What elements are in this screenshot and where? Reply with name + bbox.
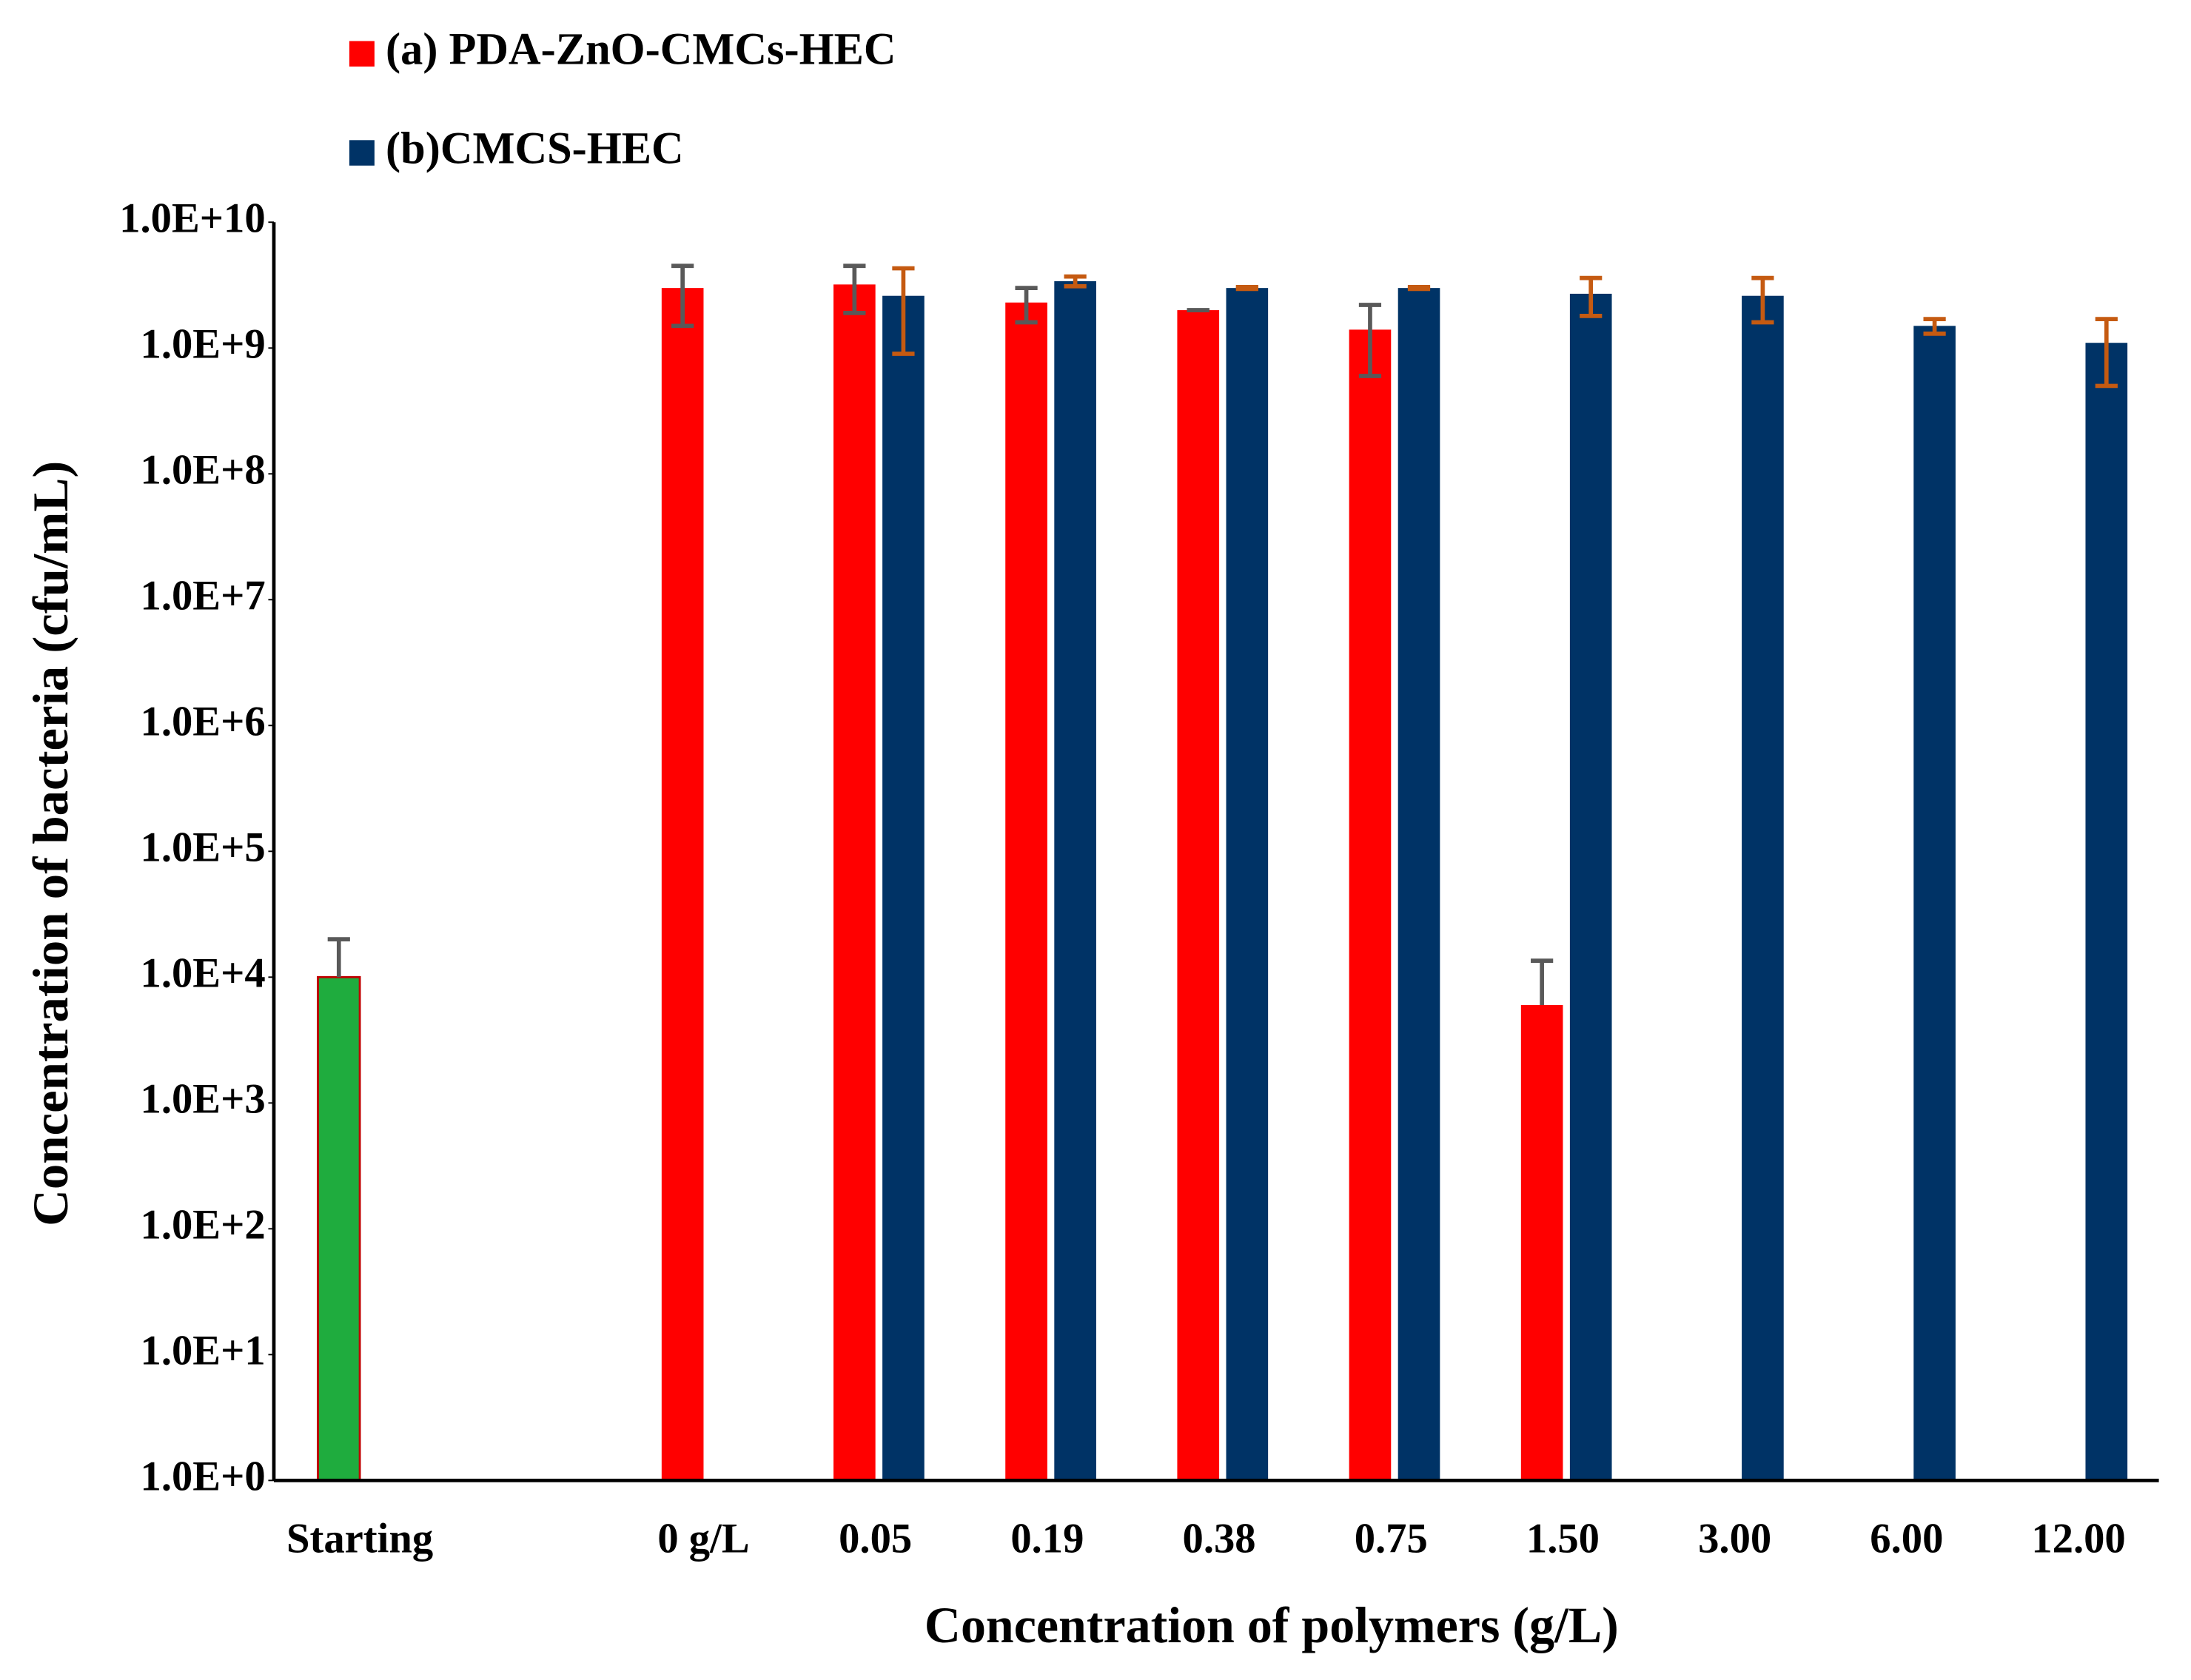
error-bar (843, 263, 866, 315)
bar (1005, 302, 1047, 1481)
error-bar (2095, 317, 2118, 389)
x-tick-label: 3.00 (1698, 1515, 1771, 1562)
legend-text: (b)CMCS-HEC (386, 124, 684, 173)
legend-swatch (349, 41, 375, 67)
bar (1177, 310, 1220, 1481)
x-tick-label: 1.50 (1526, 1515, 1600, 1562)
y-tick-label: 1.0E+5 (141, 824, 266, 870)
x-tick-label: 12.00 (2031, 1515, 2125, 1562)
error-bar (1923, 317, 1946, 336)
error-bar (1407, 285, 1431, 292)
error-bar (1751, 275, 1774, 325)
error-bar (327, 937, 350, 978)
x-tick-label: 0.38 (1183, 1515, 1256, 1562)
error-bar (892, 266, 915, 356)
bar (833, 284, 876, 1481)
bar (1054, 280, 1096, 1481)
bar (317, 975, 361, 1482)
y-axis-title: Concentration of bacteria (cfu/mL) (23, 461, 79, 1226)
y-tick-label: 1.0E+7 (141, 572, 266, 619)
bar (1349, 329, 1392, 1481)
bar (661, 288, 704, 1481)
error-bar (1064, 274, 1087, 289)
bar (882, 295, 925, 1481)
error-bar (1580, 275, 1603, 318)
legend-text: (a) PDA-ZnO-CMCs-HEC (386, 24, 896, 74)
x-tick-label: 0.19 (1010, 1515, 1084, 1562)
x-axis-title: Concentration of polymers (g/L) (925, 1596, 1619, 1653)
bar (1520, 1005, 1563, 1481)
bar (1398, 288, 1440, 1481)
error-bar (671, 263, 694, 329)
x-tick-label: 0.75 (1355, 1515, 1428, 1562)
y-tick-label: 1.0E+1 (141, 1327, 266, 1374)
bar (1742, 295, 1784, 1481)
y-tick-label: 1.0E+3 (141, 1075, 266, 1122)
x-tick-label: 0 g/L (657, 1515, 749, 1562)
y-tick-label: 1.0E+9 (141, 320, 266, 367)
bar (1226, 288, 1269, 1481)
error-bar (1358, 303, 1382, 378)
y-tick-label: 1.0E+0 (141, 1453, 266, 1499)
legend-swatch (349, 140, 375, 166)
bar (2085, 343, 2128, 1481)
y-tick-label: 1.0E+10 (119, 195, 265, 241)
error-bar (1235, 285, 1258, 292)
x-tick-label: Starting (286, 1515, 433, 1562)
x-tick-label: 0.05 (839, 1515, 912, 1562)
bar (1569, 293, 1612, 1481)
error-bar (1531, 958, 1554, 1006)
y-tick-label: 1.0E+8 (141, 446, 266, 493)
bar (1913, 326, 1956, 1481)
error-bar (1015, 286, 1038, 325)
y-tick-label: 1.0E+4 (141, 950, 266, 996)
y-tick-label: 1.0E+6 (141, 698, 266, 745)
y-tick-label: 1.0E+2 (141, 1201, 266, 1248)
x-tick-label: 6.00 (1870, 1515, 1943, 1562)
